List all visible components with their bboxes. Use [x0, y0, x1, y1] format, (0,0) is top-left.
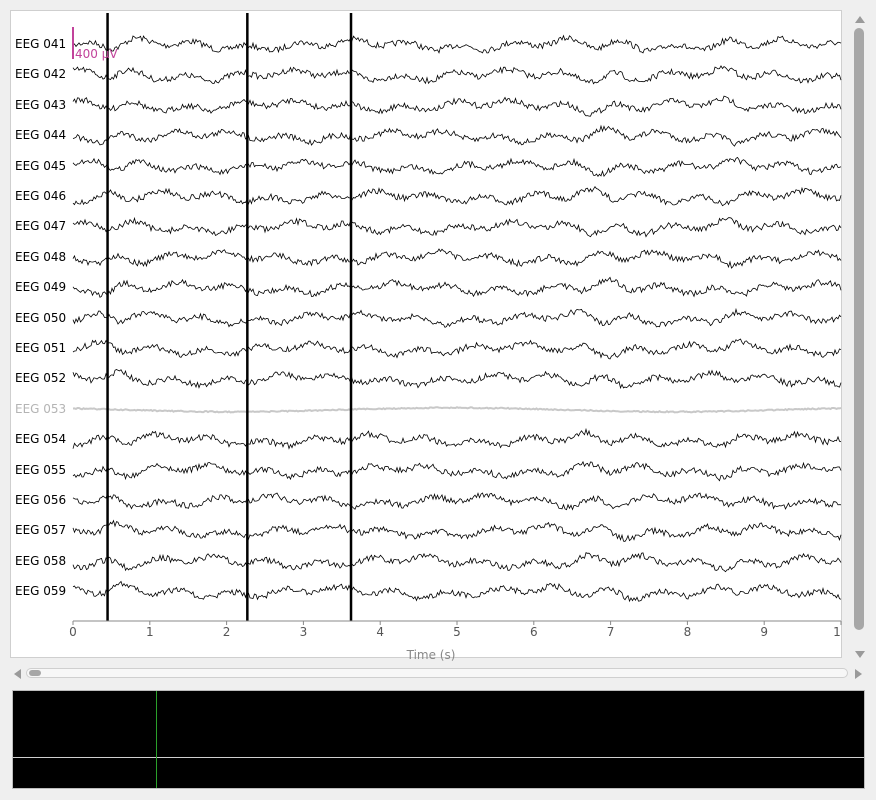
overview-cursor[interactable]: [156, 691, 158, 788]
channel-label[interactable]: EEG 059: [15, 584, 67, 599]
trace-eeg-053[interactable]: [72, 406, 842, 414]
scroll-left-arrow-icon[interactable]: [14, 669, 21, 679]
vertical-scroll-thumb[interactable]: [854, 28, 864, 630]
trace-eeg-058[interactable]: [72, 552, 842, 573]
x-tick-label: 1: [833, 625, 841, 639]
channel-label[interactable]: EEG 041: [15, 37, 67, 51]
x-tick-label: 0: [69, 625, 77, 639]
scroll-right-arrow-icon[interactable]: [855, 669, 862, 679]
x-axis-label: Time (s): [406, 648, 456, 662]
channel-label[interactable]: EEG 055: [15, 462, 67, 477]
channel-label[interactable]: EEG 053: [15, 401, 67, 416]
scroll-down-arrow-icon[interactable]: [855, 651, 865, 658]
trace-eeg-041[interactable]: [72, 34, 842, 54]
channel-label[interactable]: EEG 052: [15, 371, 67, 386]
x-tick-label: 2: [222, 625, 231, 639]
trace-eeg-054[interactable]: [72, 427, 842, 450]
scale-bar-label: 400 µV: [75, 47, 118, 61]
trace-eeg-059[interactable]: [72, 580, 842, 603]
x-tick-label: 7: [606, 625, 615, 639]
horizontal-scrollbar[interactable]: [12, 664, 864, 684]
x-tick-label: 9: [760, 625, 769, 639]
trace-eeg-046[interactable]: [72, 186, 842, 207]
trace-eeg-045[interactable]: [72, 156, 842, 178]
trace-eeg-056[interactable]: [72, 492, 842, 511]
trace-eeg-052[interactable]: [72, 369, 842, 390]
x-tick-label: 6: [529, 625, 538, 639]
trace-eeg-055[interactable]: [72, 460, 842, 482]
horizontal-scroll-thumb[interactable]: [29, 670, 41, 676]
channel-label[interactable]: EEG 045: [15, 158, 67, 173]
trace-area[interactable]: [11, 11, 843, 659]
channel-label[interactable]: EEG 043: [15, 97, 67, 112]
channel-label[interactable]: EEG 048: [15, 249, 67, 264]
x-tick-label: 4: [376, 625, 385, 639]
overview-divider: [13, 757, 864, 758]
trace-eeg-044[interactable]: [72, 124, 842, 147]
trace-eeg-049[interactable]: [72, 276, 842, 298]
channel-label[interactable]: EEG 047: [15, 219, 67, 234]
trace-eeg-050[interactable]: [72, 307, 842, 328]
raw-browser-plot[interactable]: EEG 041 EEG 042 EEG 043 EEG 044 EEG 045 EEG 0…: [10, 10, 843, 662]
vertical-scrollbar[interactable]: [850, 14, 870, 660]
channel-label[interactable]: EEG 058: [15, 553, 67, 568]
channel-label[interactable]: EEG 056: [15, 493, 67, 507]
x-tick-label: 1: [145, 625, 154, 639]
channel-label[interactable]: EEG 049: [15, 280, 67, 295]
channel-label[interactable]: EEG 054: [15, 432, 67, 447]
channel-label[interactable]: EEG 050: [15, 310, 67, 325]
trace-eeg-051[interactable]: [72, 338, 842, 360]
channel-label[interactable]: EEG 051: [15, 341, 67, 355]
trace-eeg-048[interactable]: [72, 248, 842, 269]
trace-eeg-047[interactable]: [72, 216, 842, 238]
scroll-up-arrow-icon[interactable]: [855, 16, 865, 23]
x-tick-label: 8: [683, 625, 692, 639]
trace-eeg-042[interactable]: [72, 65, 842, 85]
x-tick-label: 5: [453, 625, 461, 639]
channel-label[interactable]: EEG 057: [15, 523, 67, 538]
channel-label[interactable]: EEG 046: [15, 189, 67, 203]
trace-eeg-057[interactable]: [72, 519, 842, 542]
x-tick-label: 3: [299, 625, 308, 639]
channel-label[interactable]: EEG 044: [15, 128, 67, 143]
trace-eeg-043[interactable]: [72, 95, 842, 117]
channel-label[interactable]: EEG 042: [15, 67, 67, 82]
overview-bar[interactable]: [12, 690, 865, 789]
horizontal-scroll-track[interactable]: [26, 668, 848, 678]
